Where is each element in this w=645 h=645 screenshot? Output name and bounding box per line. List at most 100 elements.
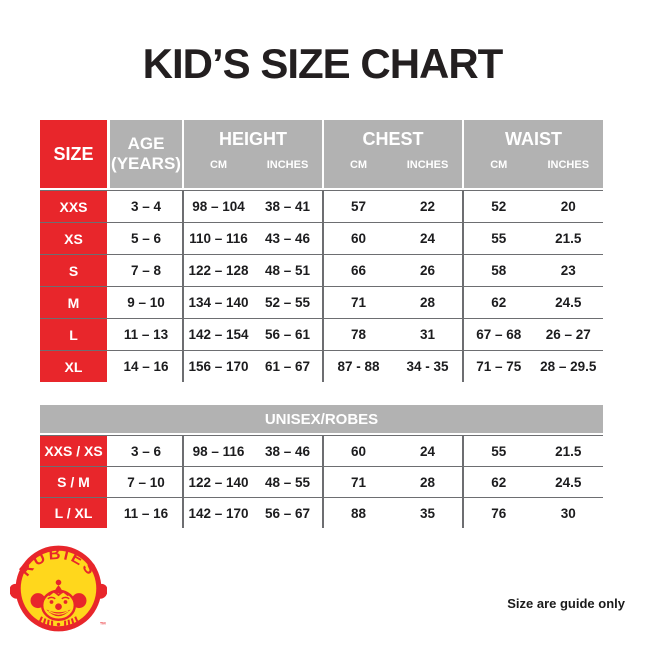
kids-size-table-rows: XXS 3 – 4 98 – 104 38 – 41 57 22 52 20 X… (40, 190, 603, 382)
column-divider (462, 467, 464, 497)
waist-cm-cell: 58 (491, 263, 507, 278)
waist-inches-cell: 24.5 (555, 295, 582, 310)
chest-inches-cell: 28 (419, 474, 436, 490)
header-chest-group: CHEST CM INCHES (324, 120, 462, 188)
column-divider (322, 467, 324, 497)
table-row: M 9 – 10 134 – 140 52 – 55 71 28 62 24.5 (40, 286, 603, 318)
age-cell: 14 – 16 (123, 359, 169, 374)
table-row: XS 5 – 6 110 – 116 43 – 46 60 24 55 21.5 (40, 222, 603, 254)
age-cell: 5 – 6 (130, 231, 162, 246)
waist-cm-cell: 67 – 68 (476, 327, 522, 342)
table-row: XL 14 – 16 156 – 170 61 – 67 87 - 88 34 … (40, 350, 603, 382)
size-cell: L / XL (40, 498, 107, 528)
rubies-logo: RUBIES ™ (10, 545, 107, 632)
chest-inches-cell: 31 (419, 327, 436, 342)
size-cell: XXS (40, 191, 107, 222)
chest-cm-cell: 60 (350, 231, 367, 246)
column-divider (462, 498, 464, 528)
waist-inches-cell: 28 – 29.5 (540, 359, 597, 374)
column-divider (322, 319, 324, 350)
column-divider (322, 191, 324, 222)
table-row: XXS 3 – 4 98 – 104 38 – 41 57 22 52 20 (40, 190, 603, 222)
height-inches-cell: 56 – 67 (264, 505, 311, 521)
waist-inches-cell: 24.5 (555, 474, 582, 490)
height-cm-cell: 122 – 128 (188, 263, 249, 278)
chest-cm-cell: 71 (350, 474, 367, 490)
height-inches-cell: 38 – 46 (264, 443, 311, 459)
chest-cm-cell: 88 (350, 505, 367, 521)
column-divider (182, 351, 184, 382)
chest-cm-cell: 60 (350, 443, 367, 459)
header-height-inches: INCHES (266, 159, 309, 171)
column-divider (462, 319, 464, 350)
column-divider (462, 436, 464, 466)
column-divider (322, 255, 324, 286)
column-divider (462, 191, 464, 222)
chest-cm-cell: 78 (350, 327, 367, 342)
header-size: SIZE (40, 120, 107, 188)
page-title: KID’S SIZE CHART (142, 40, 504, 87)
height-inches-cell: 38 – 41 (264, 199, 311, 214)
chest-inches-cell: 28 (419, 295, 436, 310)
table-row: XXS / XS 3 – 6 98 – 116 38 – 46 60 24 55… (40, 435, 603, 466)
size-cell: XS (40, 223, 107, 254)
column-divider (462, 223, 464, 254)
column-divider (182, 223, 184, 254)
header-chest-label: CHEST (362, 129, 424, 149)
chest-cm-cell: 66 (350, 263, 367, 278)
height-cm-cell: 98 – 116 (192, 443, 245, 459)
clown-face-icon (30, 579, 87, 627)
column-divider (462, 287, 464, 318)
column-divider (462, 255, 464, 286)
trademark-symbol: ™ (100, 622, 107, 629)
age-cell: 11 – 13 (123, 327, 169, 342)
column-divider (322, 223, 324, 254)
column-divider (462, 351, 464, 382)
height-inches-cell: 43 – 46 (264, 231, 311, 246)
header-chest-cm: CM (349, 159, 368, 171)
chest-cm-cell: 87 - 88 (337, 359, 380, 374)
header-waist-cm: CM (490, 159, 508, 171)
size-cell: S (40, 255, 107, 286)
height-inches-cell: 61 – 67 (264, 359, 311, 374)
column-divider (322, 498, 324, 528)
size-cell: XL (40, 351, 107, 382)
header-height-cm: CM (209, 159, 228, 171)
waist-inches-cell: 20 (560, 199, 576, 214)
height-cm-cell: 156 – 170 (188, 359, 249, 374)
height-inches-cell: 48 – 55 (264, 474, 311, 490)
table-row: L / XL 11 – 16 142 – 170 56 – 67 88 35 7… (40, 497, 603, 528)
column-divider (182, 287, 184, 318)
chest-inches-cell: 35 (419, 505, 436, 521)
table-row: L 11 – 13 142 – 154 56 – 61 78 31 67 – 6… (40, 318, 603, 350)
waist-cm-cell: 62 (491, 474, 507, 490)
waist-inches-cell: 26 – 27 (545, 327, 591, 342)
kids-size-table-header: SIZE AGE (YEARS) HEIGHT CM INCHES CHEST … (40, 120, 603, 188)
table-row: S 7 – 8 122 – 128 48 – 51 66 26 58 23 (40, 254, 603, 286)
column-divider (182, 255, 184, 286)
column-divider (182, 467, 184, 497)
height-inches-cell: 56 – 61 (264, 327, 311, 342)
column-divider (182, 436, 184, 466)
header-waist-group: WAIST CM INCHES (464, 120, 603, 188)
unisex-robes-table-rows: XXS / XS 3 – 6 98 – 116 38 – 46 60 24 55… (40, 435, 603, 528)
chest-cm-cell: 71 (350, 295, 367, 310)
waist-cm-cell: 76 (491, 505, 507, 521)
waist-cm-cell: 62 (491, 295, 507, 310)
size-cell: M (40, 287, 107, 318)
height-inches-cell: 52 – 55 (264, 295, 311, 310)
column-divider (322, 351, 324, 382)
size-cell: XXS / XS (40, 436, 107, 466)
kids-size-table: SIZE AGE (YEARS) HEIGHT CM INCHES CHEST … (40, 120, 603, 382)
column-divider (182, 498, 184, 528)
waist-inches-cell: 21.5 (555, 443, 582, 459)
age-cell: 3 – 4 (130, 199, 162, 214)
height-cm-cell: 142 – 170 (188, 505, 249, 521)
header-age-line2: (YEARS) (111, 154, 181, 173)
unisex-robes-header: UNISEX/ROBES (40, 405, 603, 433)
age-cell: 11 – 16 (123, 505, 169, 521)
size-guide-note: Size are guide only (507, 596, 625, 611)
age-cell: 7 – 8 (130, 263, 162, 278)
chest-inches-cell: 24 (419, 443, 436, 459)
chest-inches-cell: 24 (419, 231, 436, 246)
